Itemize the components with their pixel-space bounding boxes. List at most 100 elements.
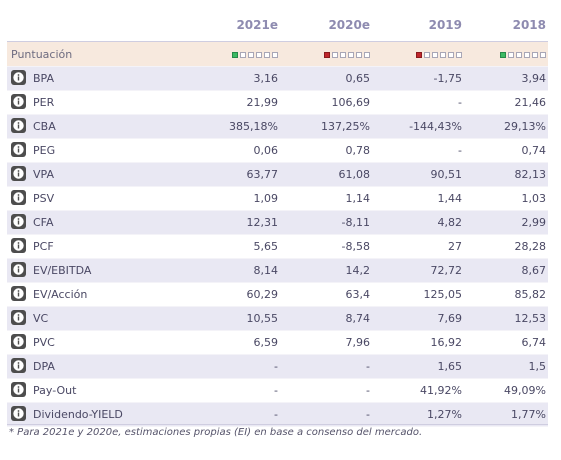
ratio-value: 3,94 (464, 66, 548, 91)
ratio-value: - (186, 402, 280, 427)
table-bottom-divider (7, 424, 548, 425)
ratio-row: PEG 0,06 0,78 - 0,74 (7, 138, 548, 163)
ratio-value: - (280, 402, 372, 427)
ratio-label: PCF (33, 240, 54, 253)
ratio-row: PCF 5,65 -8,58 27 28,28 (7, 234, 548, 259)
score-dot (332, 51, 338, 58)
ratio-value: 1,65 (372, 354, 464, 379)
info-icon[interactable] (11, 118, 26, 133)
period-header-2020e[interactable]: 2020e (280, 8, 372, 42)
ratio-label: EV/Acción (33, 288, 88, 301)
ratio-value: 60,29 (186, 282, 280, 307)
ratio-name-cell: Dividendo-YIELD (7, 402, 186, 427)
ratio-label: BPA (33, 72, 55, 85)
info-icon[interactable] (11, 142, 26, 157)
info-icon[interactable] (11, 406, 26, 421)
ratio-row: PVC 6,59 7,96 16,92 6,74 (7, 330, 548, 355)
score-dot (432, 51, 438, 58)
ratio-value: 6,59 (186, 330, 280, 355)
ratio-name-cell: PVC (7, 330, 186, 355)
period-header-2021e[interactable]: 2021e (186, 8, 280, 42)
ratio-row: PER 21,99 106,69 - 21,46 (7, 90, 548, 115)
ratio-label: DPA (33, 360, 55, 373)
header-blank-cell (7, 8, 186, 42)
ratio-value: 12,53 (464, 306, 548, 331)
ratios-table: 2021e 2020e 2019 2018 Puntuación (7, 8, 548, 427)
score-dot (508, 51, 514, 58)
ratio-row: CBA 385,18% 137,25% -144,43% 29,13% (7, 114, 548, 139)
ratio-label: PVC (33, 336, 55, 349)
info-icon[interactable] (11, 382, 26, 397)
ratio-value: - (186, 378, 280, 403)
info-icon[interactable] (11, 286, 26, 301)
ratio-value: 1,44 (372, 186, 464, 211)
info-icon[interactable] (11, 70, 26, 85)
ratio-row: DPA - - 1,65 1,5 (7, 354, 548, 379)
score-dot (248, 51, 254, 58)
header-row: 2021e 2020e 2019 2018 (7, 8, 548, 42)
info-icon[interactable] (11, 310, 26, 325)
ratio-value: 385,18% (186, 114, 280, 139)
score-dot (364, 51, 370, 58)
ratio-value: 106,69 (280, 90, 372, 115)
ratio-name-cell: Pay-Out (7, 378, 186, 403)
ratio-row: EV/EBITDA 8,14 14,2 72,72 8,67 (7, 258, 548, 283)
ratio-row: Pay-Out - - 41,92% 49,09% (7, 378, 548, 403)
ratio-value: 0,06 (186, 138, 280, 163)
ratio-value: 0,65 (280, 66, 372, 91)
score-cell[interactable] (186, 41, 280, 67)
ratio-name-cell: BPA (7, 66, 186, 91)
ratio-value: 63,77 (186, 162, 280, 187)
score-dot (272, 51, 278, 58)
score-cell[interactable] (280, 41, 372, 67)
ratio-value: 125,05 (372, 282, 464, 307)
ratio-value: 72,72 (372, 258, 464, 283)
score-cell[interactable] (464, 41, 548, 67)
score-label: Puntuación (7, 41, 186, 67)
ratio-value: 28,28 (464, 234, 548, 259)
ratio-value: 7,69 (372, 306, 464, 331)
ratio-value: 0,74 (464, 138, 548, 163)
score-dot (524, 51, 530, 58)
ratio-value: 1,27% (372, 402, 464, 427)
info-icon[interactable] (11, 214, 26, 229)
ratio-value: 82,13 (464, 162, 548, 187)
period-header-2019[interactable]: 2019 (372, 8, 464, 42)
ratio-name-cell: PCF (7, 234, 186, 259)
ratio-name-cell: DPA (7, 354, 186, 379)
ratio-name-cell: PEG (7, 138, 186, 163)
info-icon[interactable] (11, 190, 26, 205)
ratio-value: 85,82 (464, 282, 548, 307)
info-icon[interactable] (11, 238, 26, 253)
score-green-icon (232, 51, 278, 58)
ratio-row: BPA 3,16 0,65 -1,75 3,94 (7, 66, 548, 91)
ratio-value: 63,4 (280, 282, 372, 307)
ratio-value: 8,67 (464, 258, 548, 283)
score-red-icon (324, 51, 370, 58)
ratio-value: 61,08 (280, 162, 372, 187)
period-header-2018[interactable]: 2018 (464, 8, 548, 42)
score-dot (516, 51, 522, 58)
ratio-value: 1,14 (280, 186, 372, 211)
ratio-value: 90,51 (372, 162, 464, 187)
ratio-value: 16,92 (372, 330, 464, 355)
info-icon[interactable] (11, 166, 26, 181)
info-icon[interactable] (11, 262, 26, 277)
score-row: Puntuación (7, 41, 548, 67)
ratio-value: 29,13% (464, 114, 548, 139)
score-dot (500, 51, 506, 58)
ratio-value: 6,74 (464, 330, 548, 355)
score-dot (324, 51, 330, 58)
ratio-label: Pay-Out (33, 384, 77, 397)
ratio-value: 21,46 (464, 90, 548, 115)
score-dot (540, 51, 546, 58)
ratio-value: 49,09% (464, 378, 548, 403)
ratio-value: - (280, 354, 372, 379)
info-icon[interactable] (11, 94, 26, 109)
ratio-value: 8,14 (186, 258, 280, 283)
score-cell[interactable] (372, 41, 464, 67)
ratio-row: VC 10,55 8,74 7,69 12,53 (7, 306, 548, 331)
info-icon[interactable] (11, 358, 26, 373)
ratio-value: 0,78 (280, 138, 372, 163)
info-icon[interactable] (11, 334, 26, 349)
